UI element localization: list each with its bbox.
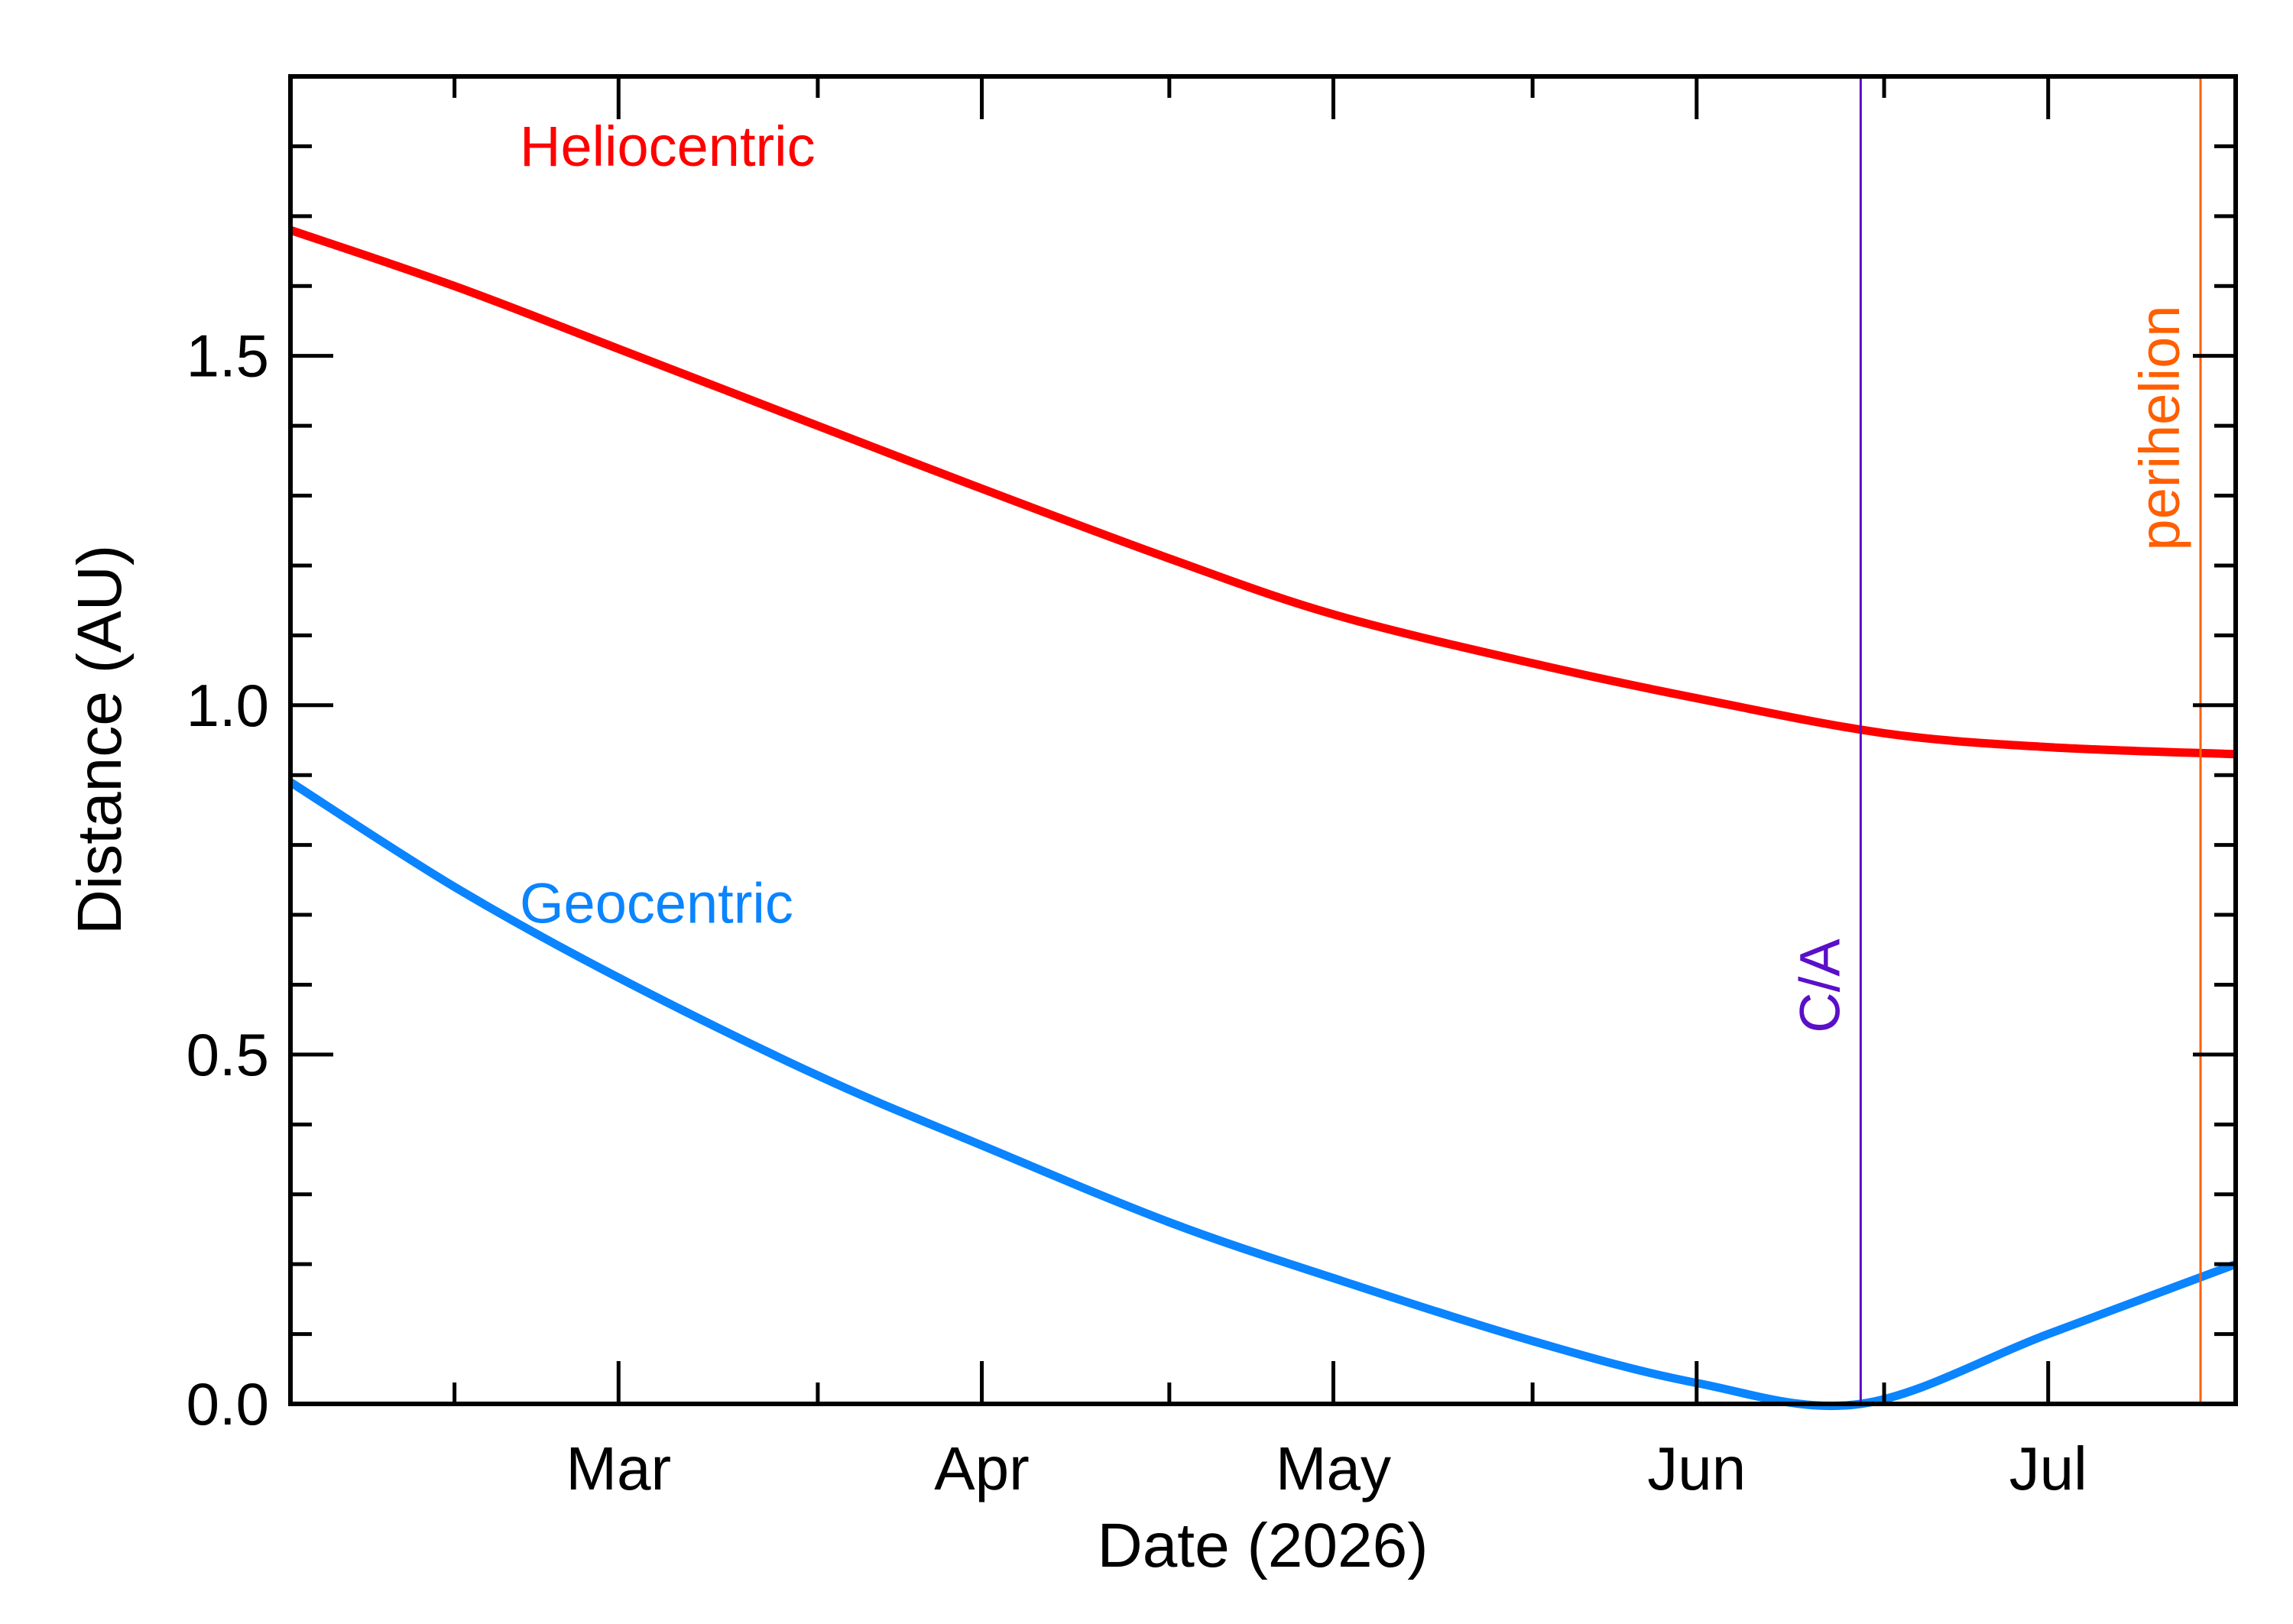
vline-label-c-a: C/A [1788, 938, 1851, 1033]
x-tick-label: Apr [934, 1434, 1030, 1502]
series-label-geocentric: Geocentric [520, 871, 793, 935]
y-tick-label: 1.0 [186, 672, 269, 739]
y-axis-title: Distance (AU) [65, 545, 135, 935]
x-tick-label: Mar [566, 1434, 671, 1502]
series-line-geocentric [288, 778, 2237, 1411]
y-tick-label: 0.5 [186, 1021, 269, 1088]
vline-label-perihelion: perihelion [2128, 306, 2191, 551]
series-label-heliocentric: Heliocentric [520, 115, 816, 178]
y-tick-label: 1.5 [186, 323, 269, 390]
series-layer: Heliocentric Geocentric [288, 115, 2237, 1411]
x-tick-label: May [1276, 1434, 1391, 1502]
x-tick-label: Jun [1647, 1434, 1746, 1502]
y-tick-layer: 0.0 0.5 1.0 1.5 [186, 74, 2236, 1438]
y-tick-label: 0.0 [186, 1370, 269, 1438]
marker-line-layer: C/A perihelion [1788, 76, 2202, 1404]
plot-frame [288, 74, 2238, 1406]
x-tick-label: Jul [2009, 1434, 2087, 1502]
x-axis-title: Date (2026) [1097, 1511, 1428, 1580]
x-tick-layer: Mar Apr May Jun Jul [452, 76, 2087, 1502]
series-line-heliocentric [289, 225, 2236, 759]
